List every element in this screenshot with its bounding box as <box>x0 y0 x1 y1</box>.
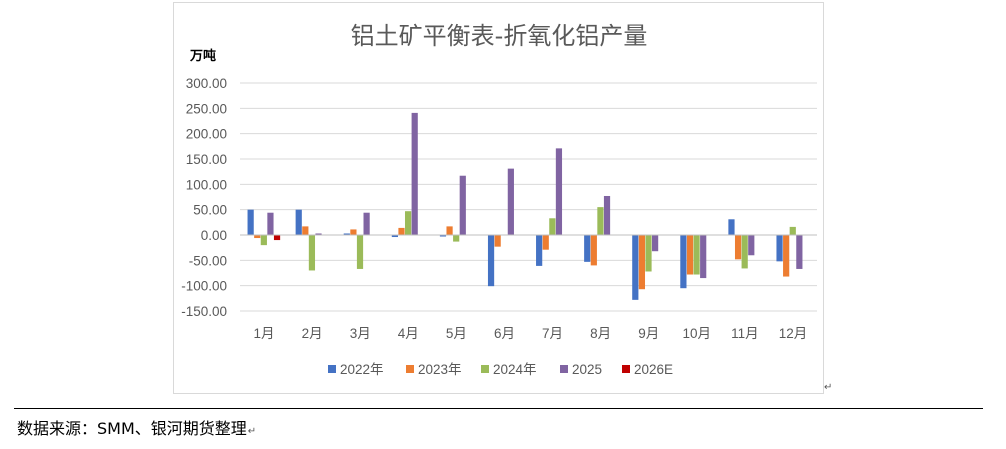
bar-2022年-3月 <box>343 233 350 235</box>
divider <box>14 408 983 409</box>
bar-2025-7月 <box>555 148 563 235</box>
y-tick-label: 100.00 <box>186 177 227 192</box>
legend-swatch-2025 <box>560 365 568 373</box>
bar-2025-4月 <box>411 112 418 235</box>
bar-2023年-11月 <box>734 235 742 260</box>
bar-2023年-10月 <box>686 235 694 275</box>
bar-2023年-2月 <box>302 226 309 235</box>
bar-2022年-2月 <box>295 209 302 235</box>
x-tick-label: 5月 <box>446 326 467 341</box>
y-axis-unit-label: 万吨 <box>189 48 216 64</box>
source-note: 数据来源：SMM、银河期货整理↵ <box>17 415 256 439</box>
x-tick-label: 12月 <box>779 326 808 341</box>
bar-2023年-9月 <box>638 235 646 290</box>
bar-2025-5月 <box>459 175 466 235</box>
y-tick-label: -50.00 <box>189 253 227 268</box>
legend-swatch-2023年 <box>406 365 414 373</box>
bar-2025-3月 <box>363 212 370 235</box>
bar-2022年-1月 <box>247 209 254 235</box>
bar-2022年-11月 <box>728 219 735 235</box>
y-tick-label: 150.00 <box>186 152 227 167</box>
source-text: 数据来源：SMM、银河期货整理 <box>17 419 247 438</box>
legend-label-2022年: 2022年 <box>340 362 384 377</box>
bar-2023年-4月 <box>398 227 405 235</box>
bar-2024年-7月 <box>549 218 556 235</box>
y-tick-label: -100.00 <box>181 279 227 294</box>
bar-2022年-10月 <box>680 235 687 289</box>
bar-2026E-1月 <box>273 235 281 241</box>
legend-swatch-2022年 <box>328 365 336 373</box>
bar-2022年-5月 <box>439 235 447 237</box>
legend-label-2026E: 2026E <box>634 362 673 377</box>
y-tick-label: -150.00 <box>181 304 227 319</box>
paragraph-mark-icon: ↵ <box>247 426 257 437</box>
bar-2025-10月 <box>700 235 707 279</box>
legend-swatch-2026E <box>622 365 630 373</box>
bar-2024年-1月 <box>260 235 267 246</box>
legend-label-2024年: 2024年 <box>493 362 537 377</box>
bar-2025-9月 <box>652 235 659 252</box>
chart-title: 铝土矿平衡表-折氧化铝产量 <box>351 22 648 50</box>
bar-2022年-4月 <box>391 235 398 238</box>
y-tick-label: 0.00 <box>201 228 227 243</box>
legend-label-2025: 2025 <box>572 362 602 377</box>
bar-2023年-8月 <box>590 235 597 266</box>
bar-2025-6月 <box>507 168 514 235</box>
chart-frame: 铝土矿平衡表-折氧化铝产量万吨 300.00 250.00 200.00 150.00 1… <box>173 2 824 394</box>
bar-2022年-12月 <box>776 235 783 262</box>
x-tick-label: 1月 <box>254 326 275 341</box>
bar-2025-11月 <box>748 235 755 256</box>
x-tick-label: 8月 <box>590 326 611 341</box>
bar-2023年-1月 <box>254 235 261 239</box>
bar-2023年-3月 <box>350 229 357 235</box>
paragraph-mark-icon: ↵ <box>824 382 833 393</box>
bar-2024年-8月 <box>597 207 604 235</box>
bar-2024年-5月 <box>453 235 460 242</box>
bar-2022年-9月 <box>632 235 639 300</box>
bar-2022年-7月 <box>536 235 543 266</box>
y-tick-label: 250.00 <box>186 101 227 116</box>
bar-2025-12月 <box>796 235 803 269</box>
x-tick-label: 10月 <box>683 326 712 341</box>
bar-2024年-9月 <box>645 235 652 272</box>
x-tick-label: 11月 <box>731 326 759 341</box>
legend-swatch-2024年 <box>481 365 489 373</box>
bar-2023年-6月 <box>494 235 501 247</box>
x-tick-label: 2月 <box>302 326 323 341</box>
bar-2024年-11月 <box>741 235 748 269</box>
bar-2024年-4月 <box>404 211 412 235</box>
y-tick-label: 300.00 <box>186 76 227 91</box>
bar-2023年-7月 <box>542 235 549 250</box>
bar-2022年-6月 <box>487 235 495 287</box>
x-tick-label: 6月 <box>494 326 515 341</box>
y-tick-label: 50.00 <box>193 203 227 218</box>
legend-label-2023年: 2023年 <box>418 362 462 377</box>
bar-2025-1月 <box>267 212 274 235</box>
bar-2022年-8月 <box>584 235 591 262</box>
bar-2023年-5月 <box>446 226 453 235</box>
bar-2024年-12月 <box>789 226 796 235</box>
bar-2023年-12月 <box>783 235 790 277</box>
bar-2024年-2月 <box>308 235 316 271</box>
x-tick-label: 9月 <box>638 326 659 341</box>
bar-2024年-3月 <box>356 235 364 269</box>
bar-2024年-10月 <box>693 235 700 275</box>
bar-2025-2月 <box>315 233 322 235</box>
x-tick-label: 4月 <box>398 326 419 341</box>
bar-2025-8月 <box>603 195 611 235</box>
x-tick-label: 3月 <box>350 326 371 341</box>
y-tick-label: 200.00 <box>186 127 227 142</box>
x-tick-label: 7月 <box>542 326 563 341</box>
